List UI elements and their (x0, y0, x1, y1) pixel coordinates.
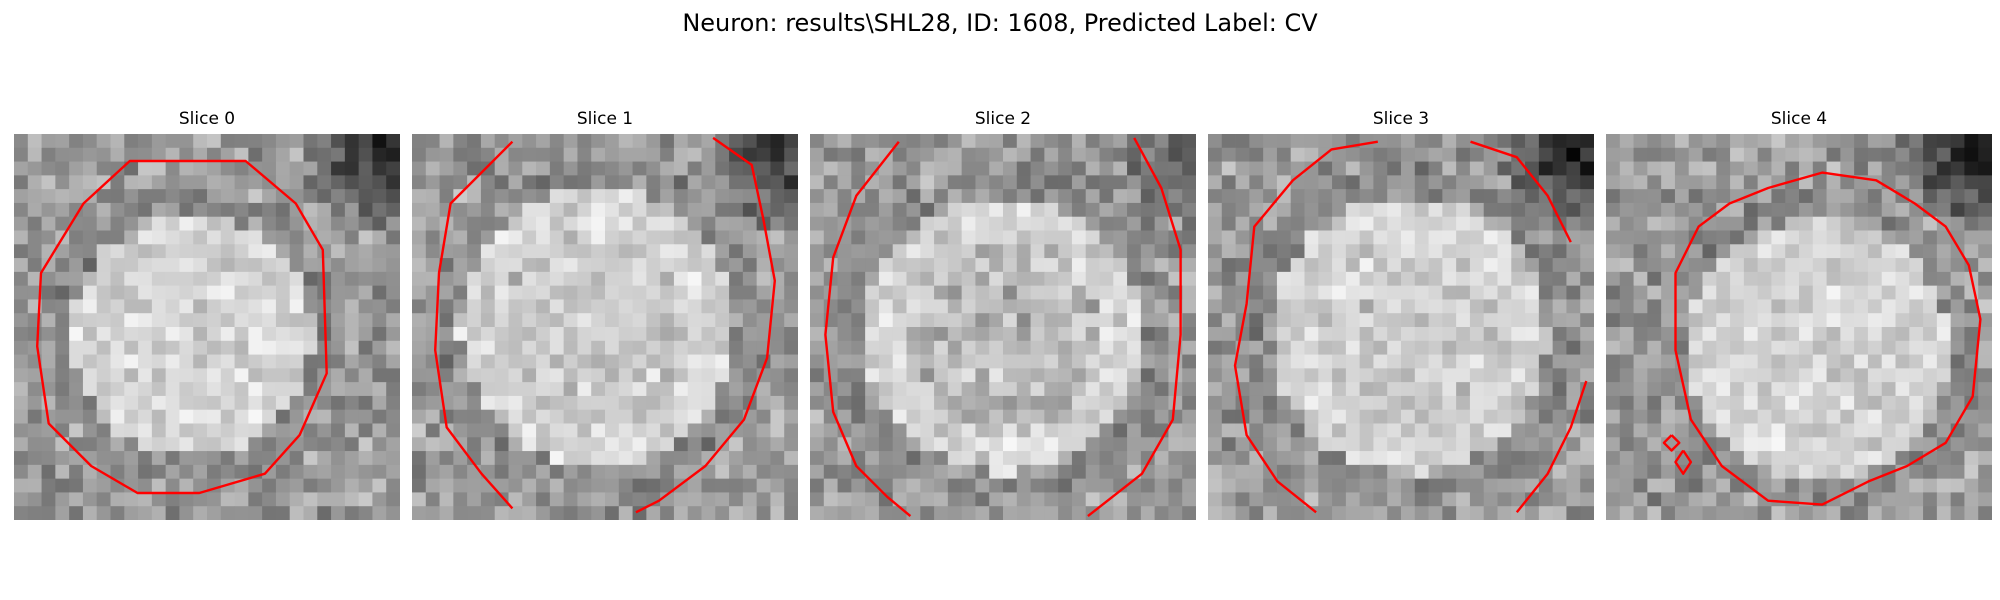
pixel-grid (1606, 134, 1992, 520)
contour-segment-0 (1662, 434, 1681, 452)
slice-image-1 (412, 134, 798, 520)
slice-panel-1: Slice 1 (412, 108, 798, 528)
slice-panel-0: Slice 0 (14, 108, 400, 528)
slice-image-4 (1606, 134, 1992, 520)
contour-outline (824, 140, 912, 518)
slice-title-2: Slice 2 (974, 109, 1032, 129)
slice-title-3: Slice 3 (1372, 109, 1430, 129)
slice-title-4: Slice 4 (1770, 109, 1828, 129)
contour-segment-0 (635, 136, 776, 514)
figure-title: Neuron: results\SHL28, ID: 1608, Predict… (682, 9, 1318, 37)
contour-segment-1 (1515, 380, 1588, 514)
pixel-grid (1208, 134, 1594, 520)
contour-segment-0 (1470, 140, 1572, 243)
slice-panel-3: Slice 3 (1208, 108, 1594, 528)
contour-outline (1674, 171, 1982, 506)
contour-segment-1 (1674, 449, 1693, 475)
slice-panel-2: Slice 2 (810, 108, 1196, 528)
contour-outline (36, 159, 328, 495)
contour-outline (1233, 140, 1378, 514)
slice-title-0: Slice 0 (178, 109, 236, 129)
slice-image-0 (14, 134, 400, 520)
contour-segment-0 (1087, 137, 1182, 518)
pixel-grid (810, 134, 1196, 520)
slice-panel-4: Slice 4 (1606, 108, 1992, 528)
pixel-grid (14, 134, 400, 520)
contour-outline (434, 140, 514, 510)
slice-title-1: Slice 1 (576, 109, 634, 129)
slice-image-3 (1208, 134, 1594, 520)
pixel-grid (412, 134, 798, 520)
slice-image-2 (810, 134, 1196, 520)
